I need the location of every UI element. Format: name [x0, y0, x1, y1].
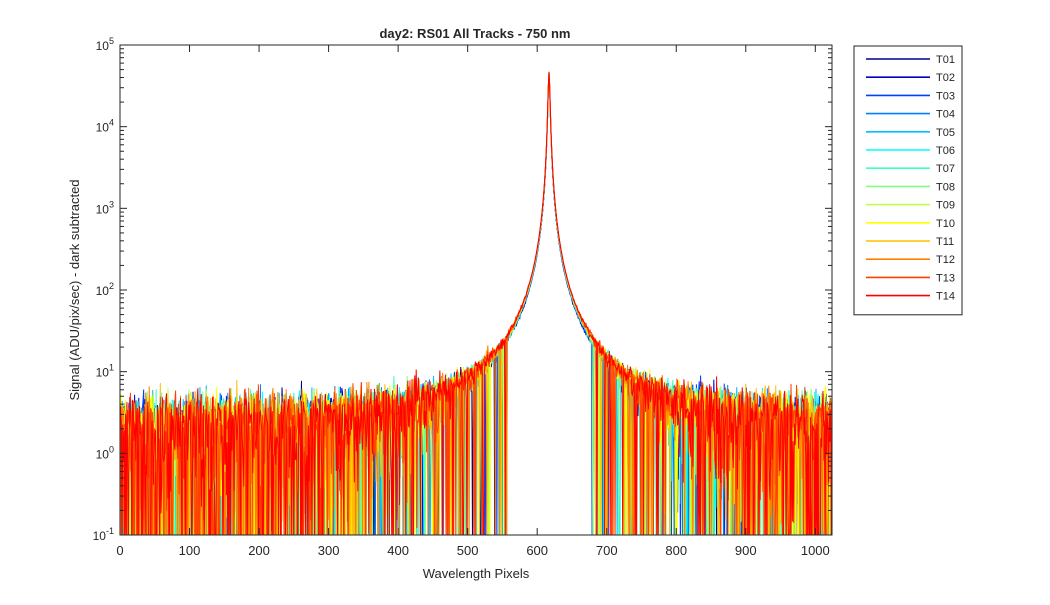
legend-label-t07: T07 — [936, 163, 955, 175]
legend-label-t10: T10 — [936, 218, 955, 230]
x-tick-label: 0 — [116, 543, 123, 558]
y-axis: 10-1 100 101 102 103 104 105 — [93, 36, 832, 543]
chart-title: day2: RS01 All Tracks - 750 nm — [379, 26, 570, 41]
legend-label-t03: T03 — [936, 90, 955, 102]
x-tick-label: 400 — [387, 543, 409, 558]
x-axis-label: Wavelength Pixels — [423, 566, 530, 581]
y-tick-label: 105 — [96, 36, 114, 53]
x-axis: 0 100 200 300 400 500 600 700 800 900 1000 — [116, 45, 830, 558]
series-line-t14 — [120, 72, 832, 535]
legend-label-t04: T04 — [936, 109, 955, 121]
x-tick-label: 1000 — [801, 543, 830, 558]
series-layer — [120, 71, 832, 535]
x-tick-label: 700 — [596, 543, 618, 558]
legend-label-t14: T14 — [936, 291, 955, 303]
legend-label-t08: T08 — [936, 181, 955, 193]
legend-label-t13: T13 — [936, 272, 955, 284]
x-tick-label: 500 — [457, 543, 479, 558]
x-tick-label: 200 — [248, 543, 270, 558]
legend-label-t01: T01 — [936, 54, 955, 66]
legend-label-t06: T06 — [936, 145, 955, 157]
y-tick-label: 103 — [96, 199, 114, 216]
legend-box — [853, 45, 963, 316]
y-tick-label: 102 — [96, 281, 114, 298]
y-tick-label: 101 — [96, 363, 114, 380]
y-tick-label: 10-1 — [93, 526, 114, 543]
legend: T01 T02 T03 T04 T05 T06 T07 T08 T09 T10 T11 T12 T13 T… — [853, 45, 963, 316]
x-tick-label: 900 — [735, 543, 757, 558]
x-tick-label: 300 — [318, 543, 340, 558]
legend-label-t12: T12 — [936, 254, 955, 266]
y-axis-label: Signal (ADU/pix/sec) - dark subtracted — [67, 179, 82, 400]
legend-label-t09: T09 — [936, 200, 955, 212]
y-tick-label: 104 — [96, 118, 114, 135]
y-tick-label: 100 — [96, 444, 114, 461]
x-tick-label: 600 — [526, 543, 548, 558]
series-line-t13 — [120, 71, 832, 535]
legend-label-t05: T05 — [936, 127, 955, 139]
legend-label-t11: T11 — [936, 236, 954, 248]
x-tick-label: 100 — [179, 543, 201, 558]
legend-label-t02: T02 — [936, 72, 955, 84]
x-tick-label: 800 — [665, 543, 687, 558]
